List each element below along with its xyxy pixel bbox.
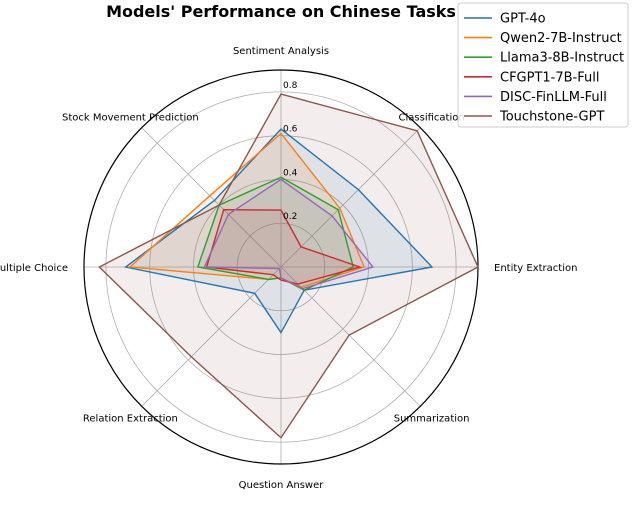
legend: GPT-4o Qwen2-7B-Instruct Llama3-8B-Instruc… <box>457 2 629 128</box>
axis-label-question-answer: Question Answer <box>239 480 325 491</box>
legend-label-gpt-4o: GPT-4o <box>500 12 546 27</box>
series-fill-cfgpt1-7b-full <box>206 209 360 285</box>
grid-circle <box>105 91 457 443</box>
axis-label-multiple-choice: Multiple Choice <box>0 263 68 274</box>
series-fill-disc-finllm-full <box>204 179 373 289</box>
series-fill-gpt-4o <box>125 129 433 333</box>
spoke-relation-extraction <box>141 266 282 407</box>
series-line-cfgpt1-7b-full <box>205 209 363 285</box>
radial-tick-label: 0.6 <box>283 125 298 135</box>
axis-label-summarization: Summarization <box>394 414 470 425</box>
axis-label-classification: Classification <box>399 112 465 123</box>
radial-tick-label: 0.8 <box>283 81 298 91</box>
legend-label-qwen2-7b-instruct: Qwen2-7B-Instruct <box>500 31 622 46</box>
legend-label-disc-finllm-full: DISC-FinLLM-Full <box>500 90 607 105</box>
series-fill-touchstone-gpt <box>99 94 478 438</box>
radial-tick-label: 0.4 <box>283 168 298 178</box>
axis-label-sentiment-analysis: Sentiment Analysis <box>233 46 329 57</box>
series-line-touchstone-gpt <box>98 93 479 439</box>
series-line-disc-finllm-full <box>203 178 375 290</box>
series-layer <box>98 93 479 439</box>
series-fill-llama3-8b-instruct <box>197 177 354 291</box>
spoke-classification <box>280 127 421 268</box>
legend-label-cfgpt1-7b-full: CFGPT1-7B-Full <box>500 70 599 85</box>
label-layer: 0.2 0.4 0.6 0.8 Sentiment Analysis Classifica… <box>0 46 577 491</box>
legend-label-touchstone-gpt: Touchstone-GPT <box>499 110 604 125</box>
legend-box <box>457 2 629 128</box>
axis-label-relation-extraction: Relation Extraction <box>83 414 178 425</box>
chart-title: Models' Performance on Chinese Tasks <box>106 2 456 21</box>
axis-label-entity-extraction: Entity Extraction <box>494 263 577 274</box>
legend-label-llama3-8b-instruct: Llama3-8B-Instruct <box>500 51 624 66</box>
axis-label-stock-movement-prediction: Stock Movement Prediction <box>62 112 199 123</box>
radial-tick-label: 0.2 <box>283 212 297 222</box>
spoke-stock-movement-prediction <box>141 127 282 268</box>
grid-circle <box>149 135 413 399</box>
